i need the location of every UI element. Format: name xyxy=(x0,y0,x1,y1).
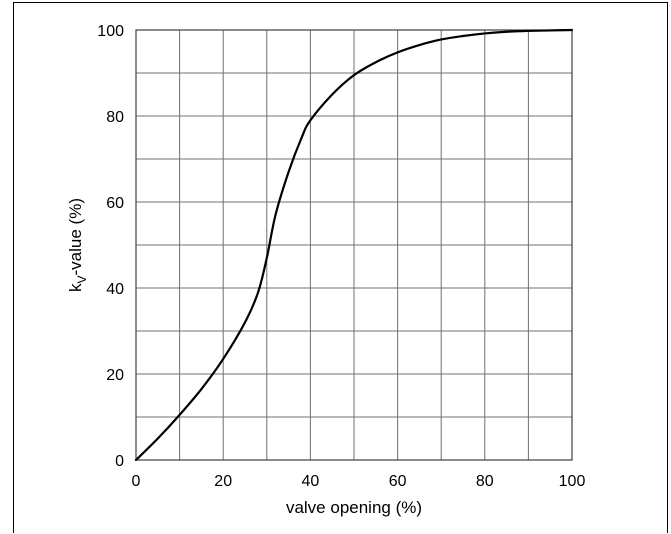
y-tick-label: 100 xyxy=(97,23,124,40)
x-tick-label: 60 xyxy=(389,473,407,490)
chart-frame: 0 20 40 60 80 100 0 20 40 60 80 100 valve opening (… xyxy=(13,2,668,533)
y-tick-label: 80 xyxy=(106,109,124,126)
chart: 0 20 40 60 80 100 0 20 40 60 80 100 valve opening (… xyxy=(66,23,585,517)
x-tick-label: 0 xyxy=(132,473,141,490)
series-line xyxy=(134,28,574,462)
y-tick-label: 60 xyxy=(106,195,124,212)
x-tick-label: 100 xyxy=(559,473,586,490)
y-axis-label-main: k xyxy=(66,283,85,292)
x-axis-label: valve opening (%) xyxy=(286,498,422,517)
y-axis-label-rest: -value (%) xyxy=(66,198,85,275)
y-tick-label: 0 xyxy=(115,453,124,470)
x-tick-label: 40 xyxy=(302,473,320,490)
plot-area-border xyxy=(135,29,573,461)
y-tick-label: 20 xyxy=(106,367,124,384)
grid xyxy=(135,29,573,461)
y-axis-label-subscript: V xyxy=(75,275,89,283)
x-tick-label: 20 xyxy=(214,473,232,490)
tick-labels: 0 20 40 60 80 100 0 20 40 60 80 100 xyxy=(97,23,585,490)
y-tick-label: 40 xyxy=(106,281,124,298)
y-axis-label: kV-value (%) xyxy=(66,198,89,292)
x-tick-label: 80 xyxy=(476,473,494,490)
